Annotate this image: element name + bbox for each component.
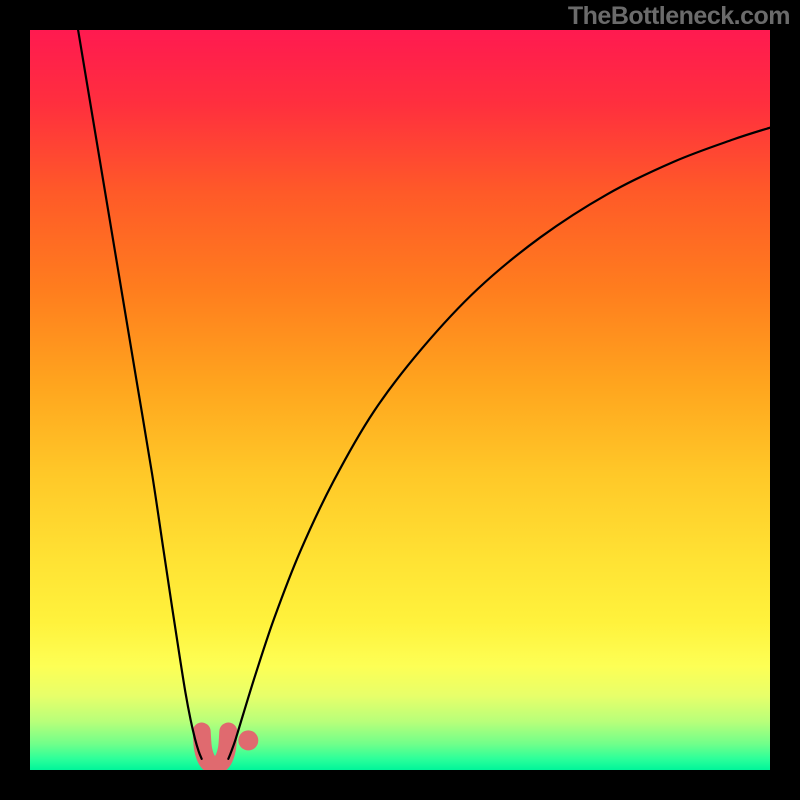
- gradient-background: [30, 30, 770, 770]
- chart-container: TheBottleneck.com: [0, 0, 800, 800]
- plot-svg: [30, 30, 770, 770]
- plot-area: [30, 30, 770, 770]
- watermark-text: TheBottleneck.com: [568, 2, 790, 31]
- dip-dot-marker: [238, 730, 258, 750]
